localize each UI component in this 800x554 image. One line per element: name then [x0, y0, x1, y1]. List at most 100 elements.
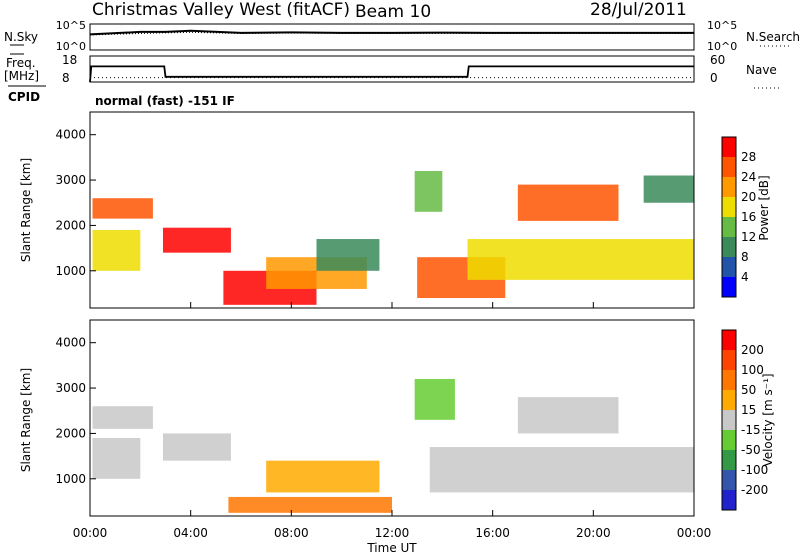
velocity-colorbar-seg-2	[722, 370, 736, 390]
power-colorbar-tick-0: 28	[741, 150, 756, 164]
velocity-colorbar-seg-8	[722, 490, 736, 510]
freq-label-1: Freq.	[6, 56, 36, 70]
power-region-7	[414, 170, 443, 212]
power-y-ticks: 4000 3000 2000 1000	[55, 128, 96, 278]
power-colorbar-frame	[721, 136, 737, 298]
noise-frame	[89, 23, 695, 51]
nave-label: Nave	[746, 63, 777, 77]
noise-right-label: N.Search	[746, 30, 800, 44]
velocity-colorbar-seg-3	[722, 390, 736, 410]
power-colorbar-seg-5	[722, 237, 736, 257]
power-colorbar-seg-1	[722, 157, 736, 177]
x-axis-label: Time UT	[366, 541, 417, 554]
power-colorbar-tick-1: 24	[741, 170, 756, 184]
power-region-10	[643, 175, 694, 203]
power-colorbar-seg-4	[722, 217, 736, 237]
velocity-region-2	[162, 433, 231, 461]
noise-panel: N.Sky N.Search 10^5 10^0 10^5 10^0	[4, 19, 800, 53]
noise-left-tick-top: 10^5	[56, 19, 86, 32]
velocity-region-3	[228, 496, 392, 513]
plot-title: Christmas Valley West (fitACF)	[92, 0, 350, 20]
power-ytick-1: 3000	[55, 173, 86, 187]
velocity-colorbar-tick-6: -100	[741, 463, 768, 477]
velocity-y-ticks: 4000 3000 2000 1000	[55, 336, 96, 486]
power-region-0	[92, 198, 153, 219]
velocity-region-7	[517, 397, 619, 434]
velocity-colorbar-seg-6	[722, 450, 736, 470]
cpid-label: CPID	[8, 90, 40, 104]
velocity-colorbar-seg-1	[722, 350, 736, 370]
nave-tick-top: 60	[710, 53, 725, 67]
power-region-9	[517, 184, 619, 221]
power-colorbar-seg-6	[722, 257, 736, 277]
velocity-ytick-2: 2000	[55, 426, 86, 440]
power-region-5	[316, 239, 380, 271]
power-region-8	[467, 239, 694, 280]
velocity-region-1	[92, 437, 141, 479]
power-colorbar-tick-4: 12	[741, 230, 756, 244]
power-colorbar-tick-5: 8	[741, 250, 749, 264]
nave-tick-bottom: 0	[710, 71, 718, 85]
velocity-colorbar-frame	[721, 329, 737, 511]
freq-tick-top: 18	[62, 53, 77, 67]
x-axis-ticks: 00:00 04:00 08:00 12:00 16:00 20:00 00:00	[73, 302, 712, 540]
x-tick-2: 08:00	[274, 526, 309, 540]
velocity-colorbar-seg-0	[722, 330, 736, 350]
noise-series-lines	[89, 29, 694, 36]
velocity-region-5	[414, 378, 455, 420]
power-colorbar-tick-3: 16	[741, 210, 756, 224]
freq-panel: Freq. [MHz] Nave 18 8 60 0	[4, 53, 780, 89]
power-ytick-0: 4000	[55, 128, 86, 142]
velocity-colorbar-tick-2: 50	[741, 383, 756, 397]
velocity-colorbar-label: Velocity [m s⁻¹]	[761, 373, 775, 466]
velocity-colorbar-tick-4: -15	[741, 423, 761, 437]
velocity-ytick-0: 4000	[55, 336, 86, 350]
x-tick-4: 16:00	[475, 526, 510, 540]
noise-left-label: N.Sky	[4, 30, 38, 44]
x-tick-6: 00:00	[677, 526, 712, 540]
velocity-ylabel: Slant Range [km]	[19, 368, 33, 472]
freq-series-lines	[89, 65, 694, 83]
noise-series-search	[89, 31, 694, 36]
power-region-2	[162, 227, 231, 253]
x-tick-0: 00:00	[73, 526, 108, 540]
power-colorbar-label: Power [dB]	[757, 175, 771, 240]
velocity-colorbar-tick-3: 15	[741, 403, 756, 417]
power-colorbar-tick-2: 20	[741, 190, 756, 204]
freq-tick-bottom: 8	[62, 71, 70, 85]
power-region-1	[92, 229, 141, 271]
freq-frame	[89, 55, 695, 83]
velocity-colorbar-seg-4	[722, 410, 736, 430]
noise-right-tick-top: 10^5	[707, 19, 737, 32]
power-ylabel: Slant Range [km]	[19, 158, 33, 262]
power-colorbar-tick-6: 4	[741, 270, 749, 284]
velocity-colorbar-seg-5	[722, 430, 736, 450]
velocity-heatmap	[92, 378, 694, 513]
power-colorbar: 28 24 20 16 12 8 4	[721, 136, 756, 298]
velocity-ytick-1: 3000	[55, 381, 86, 395]
noise-right-tick-bottom: 10^0	[707, 40, 737, 53]
power-colorbar-seg-2	[722, 177, 736, 197]
x-tick-5: 20:00	[576, 526, 611, 540]
velocity-region-0	[92, 406, 153, 429]
velocity-colorbar-seg-7	[722, 470, 736, 490]
power-panel: Slant Range [km] 4000 3000 2000 1000 28 24 20…	[19, 111, 771, 309]
beam-label: Beam 10	[355, 2, 431, 22]
date-label: 28/Jul/2011	[590, 0, 687, 20]
noise-series-sky	[89, 29, 694, 36]
noise-left-tick-bottom: 10^0	[56, 40, 86, 53]
power-ytick-2: 2000	[55, 218, 86, 232]
velocity-region-6	[429, 447, 694, 493]
cpid-text: normal (fast) -151 IF	[95, 94, 235, 108]
power-ytick-3: 1000	[55, 264, 86, 278]
velocity-panel: Slant Range [km] 4000 3000 2000 1000 200 100…	[19, 319, 775, 517]
x-tick-1: 04:00	[173, 526, 208, 540]
velocity-colorbar-tick-5: -50	[741, 443, 761, 457]
velocity-colorbar-tick-7: -200	[741, 483, 768, 497]
freq-series-freq	[89, 65, 694, 83]
power-heatmap	[92, 170, 694, 305]
power-colorbar-seg-3	[722, 197, 736, 217]
power-colorbar-seg-7	[722, 277, 736, 297]
velocity-colorbar: 200 100 50 15 -15 -50 -100 -200	[721, 329, 768, 511]
